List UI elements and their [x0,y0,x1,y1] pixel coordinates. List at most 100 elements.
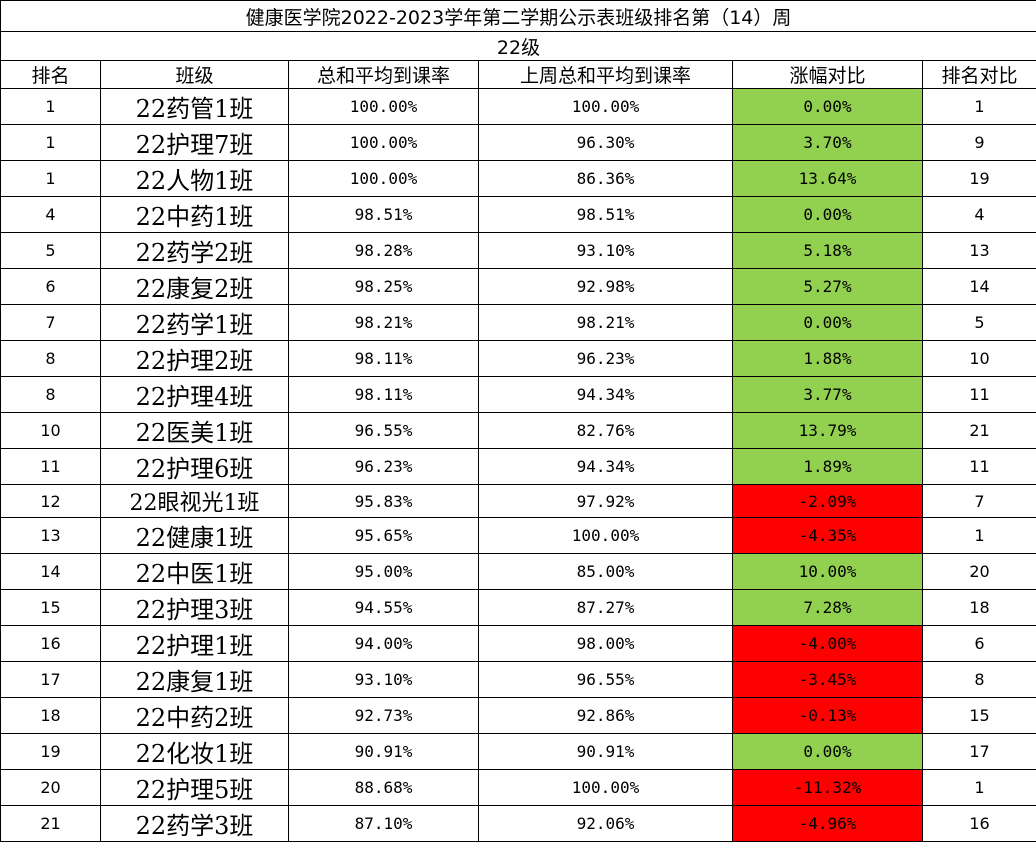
cell-rate: 98.11% [289,377,479,413]
cell-rate: 98.21% [289,305,479,341]
cell-change: 1.88% [733,341,923,377]
cell-rank: 16 [1,626,101,662]
cell-last-rate: 94.34% [479,377,733,413]
cell-rank: 13 [1,518,101,554]
cell-rank: 15 [1,590,101,626]
cell-class: 22中药1班 [101,197,289,233]
table-title: 健康医学院2022-2023学年第二学期公示表班级排名第（14）周 [1,1,1036,32]
cell-prev-rank: 9 [923,125,1036,161]
cell-change: -4.35% [733,518,923,554]
cell-prev-rank: 6 [923,626,1036,662]
cell-rate: 98.11% [289,341,479,377]
cell-class: 22医美1班 [101,413,289,449]
cell-rank: 11 [1,449,101,485]
cell-last-rate: 96.30% [479,125,733,161]
cell-prev-rank: 14 [923,269,1036,305]
cell-class: 22护理7班 [101,125,289,161]
cell-last-rate: 98.00% [479,626,733,662]
cell-class: 22中药2班 [101,698,289,734]
cell-rate: 100.00% [289,125,479,161]
cell-change: -11.32% [733,770,923,806]
cell-class: 22药学3班 [101,806,289,842]
cell-class: 22康复2班 [101,269,289,305]
cell-rank: 12 [1,485,101,518]
cell-change: 13.79% [733,413,923,449]
cell-change: -4.96% [733,806,923,842]
cell-rank: 1 [1,89,101,125]
cell-last-rate: 97.92% [479,485,733,518]
cell-rank: 21 [1,806,101,842]
cell-prev-rank: 20 [923,554,1036,590]
cell-prev-rank: 7 [923,485,1036,518]
cell-last-rate: 87.27% [479,590,733,626]
cell-rank: 8 [1,341,101,377]
cell-change: 3.77% [733,377,923,413]
cell-rank: 1 [1,161,101,197]
cell-class: 22人物1班 [101,161,289,197]
cell-change: 0.00% [733,197,923,233]
cell-rank: 10 [1,413,101,449]
cell-prev-rank: 21 [923,413,1036,449]
cell-rate: 96.23% [289,449,479,485]
cell-last-rate: 90.91% [479,734,733,770]
cell-last-rate: 92.86% [479,698,733,734]
cell-rate: 98.28% [289,233,479,269]
cell-change: 5.18% [733,233,923,269]
cell-rate: 93.10% [289,662,479,698]
cell-prev-rank: 16 [923,806,1036,842]
cell-class: 22药管1班 [101,89,289,125]
cell-last-rate: 98.21% [479,305,733,341]
cell-class: 22药学2班 [101,233,289,269]
subtitle-row: 22级 [1,32,1036,61]
cell-last-rate: 92.98% [479,269,733,305]
cell-rank: 17 [1,662,101,698]
cell-change: -2.09% [733,485,923,518]
cell-prev-rank: 4 [923,197,1036,233]
cell-rank: 20 [1,770,101,806]
header-rank: 排名 [1,61,101,89]
cell-rate: 98.25% [289,269,479,305]
cell-rank: 4 [1,197,101,233]
cell-change: -3.45% [733,662,923,698]
cell-rank: 18 [1,698,101,734]
cell-prev-rank: 19 [923,161,1036,197]
cell-last-rate: 100.00% [479,89,733,125]
cell-rate: 100.00% [289,161,479,197]
cell-last-rate: 98.51% [479,197,733,233]
cell-last-rate: 94.34% [479,449,733,485]
cell-prev-rank: 11 [923,377,1036,413]
cell-change: -0.13% [733,698,923,734]
cell-prev-rank: 10 [923,341,1036,377]
cell-prev-rank: 13 [923,233,1036,269]
cell-prev-rank: 15 [923,698,1036,734]
cell-last-rate: 93.10% [479,233,733,269]
cell-last-rate: 85.00% [479,554,733,590]
cell-rate: 92.73% [289,698,479,734]
cell-prev-rank: 8 [923,662,1036,698]
cell-prev-rank: 1 [923,89,1036,125]
cell-rank: 19 [1,734,101,770]
cell-rate: 87.10% [289,806,479,842]
cell-class: 22护理1班 [101,626,289,662]
cell-change: 7.28% [733,590,923,626]
header-class: 班级 [101,61,289,89]
cell-last-rate: 86.36% [479,161,733,197]
cell-rank: 5 [1,233,101,269]
cell-change: 3.70% [733,125,923,161]
cell-last-rate: 82.76% [479,413,733,449]
cell-class: 22健康1班 [101,518,289,554]
cell-rank: 6 [1,269,101,305]
